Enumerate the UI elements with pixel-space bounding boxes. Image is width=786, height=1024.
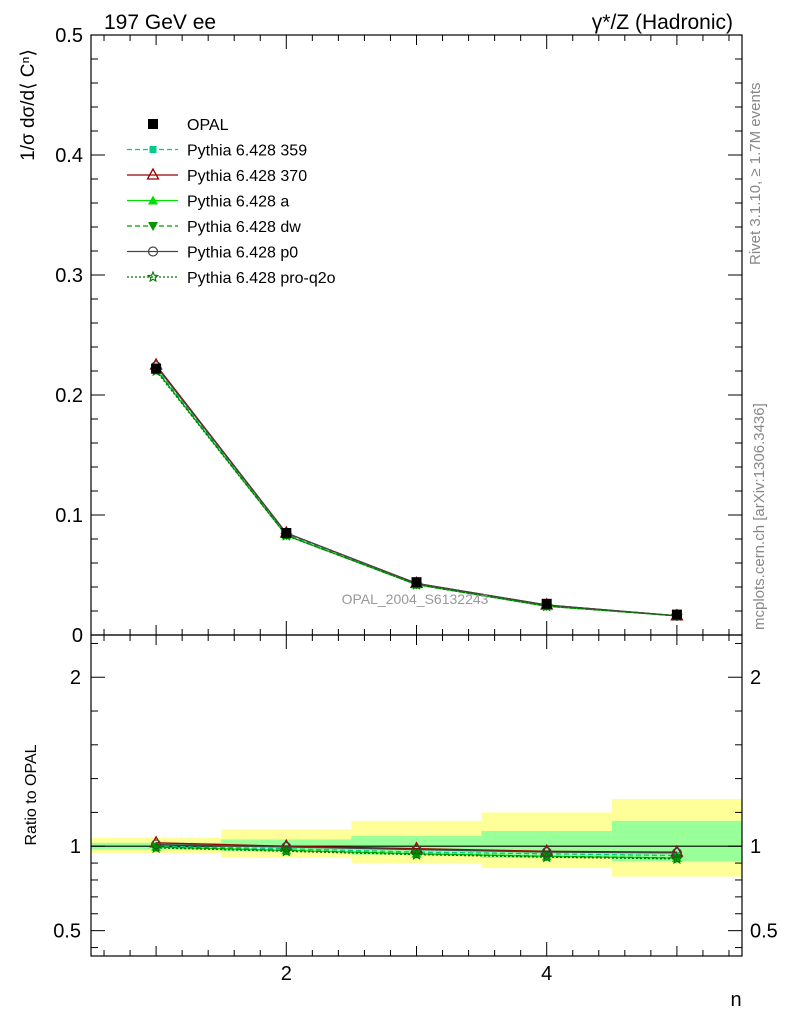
ratio-series-5-point-0: [149, 841, 163, 854]
opal-point-3: [541, 598, 552, 609]
ratio-series-4-point-0: [151, 839, 162, 850]
main-ytick-label-1: 0.1: [55, 505, 83, 527]
legend-marker-4: [148, 222, 158, 231]
ratio-series-3-point-0: [151, 843, 162, 853]
main-ytick-label-4: 0.4: [55, 145, 83, 167]
ratio-ytick-label-right-0: 0.5: [750, 921, 778, 943]
ratio-series-4-point-1: [281, 841, 292, 853]
header-left: 197 GeV ee: [104, 11, 216, 34]
legend-marker-3: [148, 195, 158, 205]
rivet-label: Rivet 3.1.10, ≥ 1.7M events: [747, 83, 764, 266]
analysis-watermark: OPAL_2004_S6132243: [342, 591, 489, 607]
legend-label-1: Pythia 6.428 359: [187, 143, 307, 160]
legend-label-4: Pythia 6.428 dw: [187, 219, 301, 236]
ratio-series-5-point-4: [670, 852, 684, 865]
ratio-line-5: [156, 847, 677, 860]
main-ytick-label-5: 0.5: [55, 25, 83, 47]
legend: OPAL Pythia 6.428 359 Pythia 6.428 370 Pyth…: [127, 117, 336, 287]
ratio-series-5-point-3: [540, 850, 553, 863]
ratio-series-5-point-2: [410, 848, 423, 860]
x-axis-label: n: [730, 989, 741, 1011]
legend-label-6: Pythia 6.428 pro-q2o: [187, 270, 336, 287]
ratio-axis-ticks: 0.5 0.5 1 1 2 2 2 4: [53, 635, 778, 985]
mcplots-label: mcplots.cern.ch [arXiv:1306.3436]: [751, 403, 768, 630]
ratio-ytick-label-right-2: 2: [750, 667, 761, 689]
main-ytick-label-2: 0.2: [55, 385, 83, 407]
legend-marker-1: [149, 146, 157, 153]
legend-marker-6: [146, 270, 160, 283]
ratio-series-4-point-4: [671, 847, 683, 859]
main-y-axis-label: 1/σ dσ/d⟨ Cⁿ⟩: [18, 49, 39, 161]
main-axis-ticks: 0 0.1 0.2 0.3 0.4 0.5: [55, 25, 742, 647]
ratio-frame: [90, 634, 743, 957]
opal-point-4: [671, 609, 682, 620]
ratio-ytick-label-0: 0.5: [53, 921, 81, 943]
main-ytick-label-3: 0.3: [55, 265, 83, 287]
ratio-series-5-point-1: [280, 844, 293, 857]
xtick-label-1: 4: [541, 963, 552, 985]
ratio-panel: 0.5 0.5 1 1 2 2 2 4 Ratio to OPAL n: [23, 634, 778, 1011]
series-line-4: [155, 369, 677, 617]
ratio-y-axis-label: Ratio to OPAL: [23, 744, 40, 845]
series-line-1: [155, 368, 677, 617]
main-ytick-label-0: 0: [72, 625, 83, 647]
legend-label-0: OPAL: [187, 117, 229, 134]
opal-point-0: [151, 363, 162, 374]
opal-point-2: [411, 577, 422, 588]
ratio-series-4-point-3: [541, 846, 552, 858]
ratio-ytick-label-right-1: 1: [750, 836, 761, 858]
legend-label-3: Pythia 6.428 a: [187, 194, 289, 211]
main-panel: 0 0.1 0.2 0.3 0.4 0.5 1/σ dσ/d⟨ Cⁿ⟩ OPAL_2004…: [18, 25, 743, 647]
legend-label-5: Pythia 6.428 p0: [187, 245, 298, 262]
main-plot-area: [149, 357, 684, 621]
legend-marker-5: [147, 246, 159, 257]
header-right: γ*/Z (Hadronic): [592, 11, 733, 34]
legend-marker-2: [146, 167, 160, 180]
xtick-label-0: 2: [281, 963, 292, 985]
legend-label-2: Pythia 6.428 370: [187, 168, 307, 185]
opal-point-1: [281, 528, 292, 538]
ratio-ytick-label-2: 2: [70, 667, 81, 689]
ratio-ytick-label-1: 1: [70, 836, 81, 858]
ratio-series-3-point-1: [281, 846, 292, 856]
ratio-plot-area: [91, 798, 742, 877]
legend-marker-0: [148, 119, 158, 129]
